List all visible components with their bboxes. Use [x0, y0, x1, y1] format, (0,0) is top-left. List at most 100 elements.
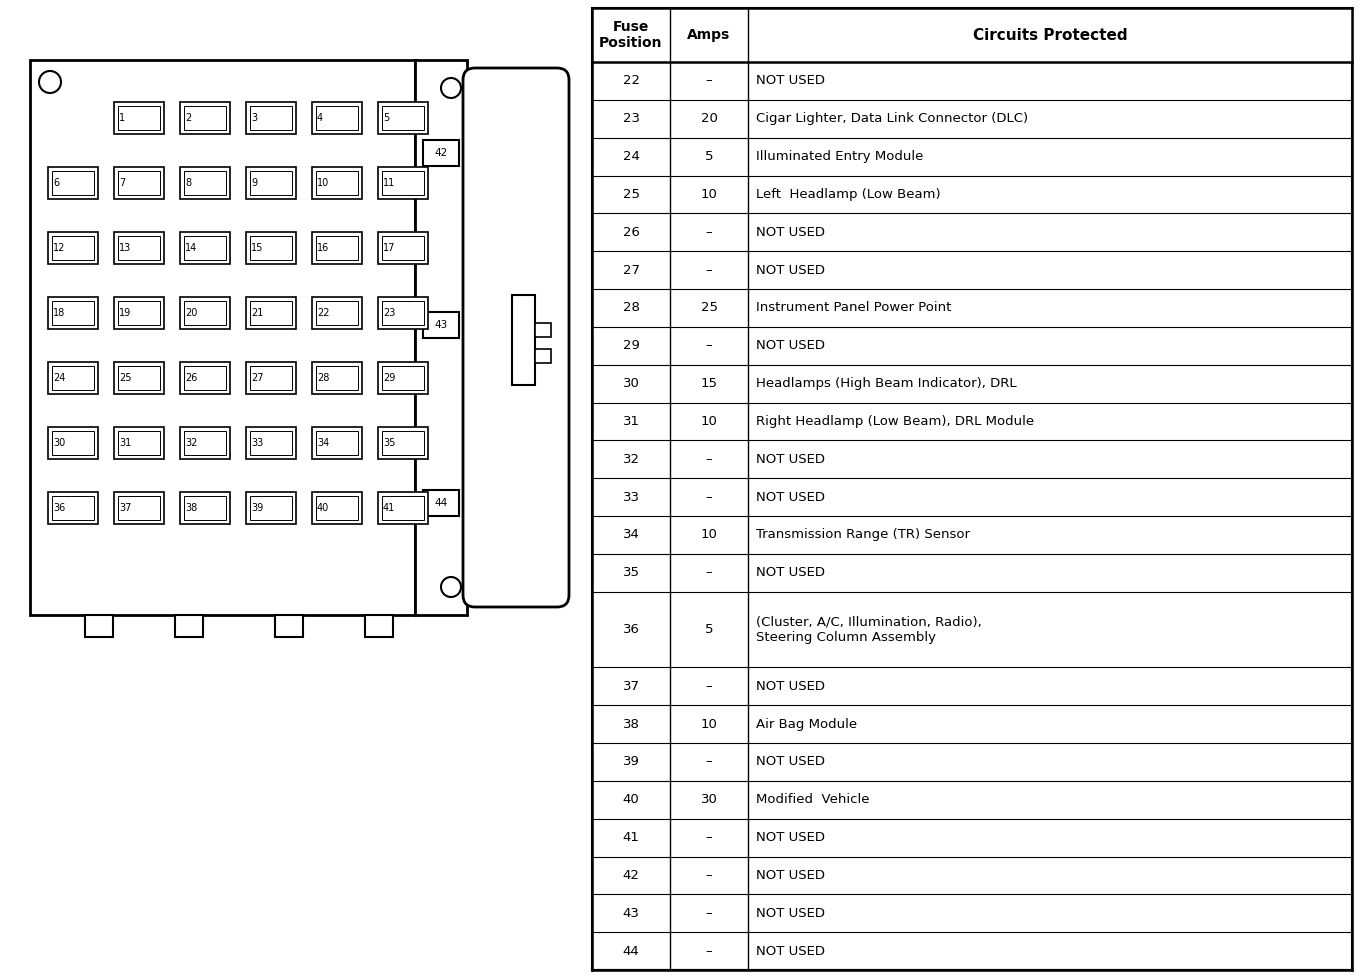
Text: 27: 27 [252, 373, 264, 383]
Text: 1: 1 [120, 113, 125, 123]
Text: 30: 30 [53, 438, 65, 448]
Text: 10: 10 [700, 528, 718, 542]
Text: NOT USED: NOT USED [756, 453, 826, 466]
Text: 34: 34 [317, 438, 329, 448]
Text: 30: 30 [700, 793, 718, 806]
Bar [246, 362, 296, 394]
Text: 20: 20 [700, 112, 718, 125]
Text: 36: 36 [623, 623, 639, 636]
Text: –: – [706, 491, 713, 504]
Text: 41: 41 [384, 503, 396, 513]
Bar [48, 362, 98, 394]
Bar [180, 427, 230, 459]
Text: 4: 4 [317, 113, 324, 123]
Text: 39: 39 [252, 503, 264, 513]
Bar [30, 60, 415, 615]
Bar [52, 171, 94, 195]
Text: Left  Headlamp (Low Beam): Left Headlamp (Low Beam) [756, 188, 941, 201]
Text: 31: 31 [120, 438, 132, 448]
Text: 40: 40 [623, 793, 639, 806]
Bar [378, 492, 428, 524]
Bar [246, 297, 296, 329]
Text: 3: 3 [252, 113, 257, 123]
Text: 20: 20 [185, 308, 197, 318]
Bar [246, 167, 296, 199]
Text: 43: 43 [623, 907, 639, 919]
Bar [316, 301, 358, 325]
Bar [180, 167, 230, 199]
Bar [118, 431, 160, 455]
Bar [316, 236, 358, 260]
Text: 10: 10 [700, 415, 718, 427]
Text: –: – [706, 945, 713, 957]
Bar [175, 615, 203, 637]
Text: NOT USED: NOT USED [756, 74, 826, 88]
Bar [180, 232, 230, 264]
Text: 11: 11 [384, 178, 396, 188]
Text: 6: 6 [53, 178, 58, 188]
Text: NOT USED: NOT USED [756, 907, 826, 919]
Bar [84, 615, 113, 637]
Bar [378, 102, 428, 134]
Bar [382, 496, 424, 520]
Text: –: – [706, 225, 713, 239]
Text: 25: 25 [700, 302, 718, 314]
Text: 14: 14 [185, 243, 197, 253]
Bar [534, 323, 551, 337]
Text: NOT USED: NOT USED [756, 340, 826, 352]
Text: Headlamps (High Beam Indicator), DRL: Headlamps (High Beam Indicator), DRL [756, 377, 1017, 390]
Text: 36: 36 [53, 503, 65, 513]
Text: –: – [706, 566, 713, 579]
Text: 5: 5 [384, 113, 389, 123]
Bar [311, 362, 362, 394]
Bar [316, 106, 358, 130]
Bar [180, 362, 230, 394]
Bar [184, 106, 226, 130]
Bar [382, 366, 424, 390]
Text: 34: 34 [623, 528, 639, 542]
Bar [180, 492, 230, 524]
Text: –: – [706, 340, 713, 352]
Bar [311, 167, 362, 199]
Text: 24: 24 [623, 150, 639, 163]
Bar [534, 349, 551, 363]
Bar [118, 496, 160, 520]
Bar [48, 232, 98, 264]
Text: 12: 12 [53, 243, 65, 253]
Bar [382, 171, 424, 195]
Bar [311, 102, 362, 134]
Text: NOT USED: NOT USED [756, 679, 826, 693]
Text: NOT USED: NOT USED [756, 264, 826, 276]
Bar [118, 171, 160, 195]
Text: 41: 41 [623, 832, 639, 844]
Bar [364, 615, 393, 637]
Bar [52, 366, 94, 390]
Text: 23: 23 [384, 308, 396, 318]
Text: 26: 26 [185, 373, 197, 383]
Text: 8: 8 [185, 178, 192, 188]
Text: 33: 33 [623, 491, 639, 504]
Bar [114, 427, 165, 459]
Text: 32: 32 [185, 438, 197, 448]
Circle shape [441, 577, 461, 597]
Text: –: – [706, 869, 713, 882]
Bar [378, 232, 428, 264]
Bar [423, 140, 460, 166]
Bar [48, 297, 98, 329]
Bar [250, 106, 292, 130]
Text: 18: 18 [53, 308, 65, 318]
Text: –: – [706, 755, 713, 768]
Bar [184, 236, 226, 260]
Text: 37: 37 [120, 503, 132, 513]
Circle shape [441, 78, 461, 98]
Bar [52, 496, 94, 520]
Text: Circuits Protected: Circuits Protected [972, 27, 1127, 43]
Text: 10: 10 [700, 717, 718, 731]
Text: 40: 40 [317, 503, 329, 513]
Text: 35: 35 [623, 566, 639, 579]
Text: 19: 19 [120, 308, 132, 318]
Text: –: – [706, 453, 713, 466]
Circle shape [39, 71, 61, 93]
Text: NOT USED: NOT USED [756, 225, 826, 239]
Bar [250, 496, 292, 520]
